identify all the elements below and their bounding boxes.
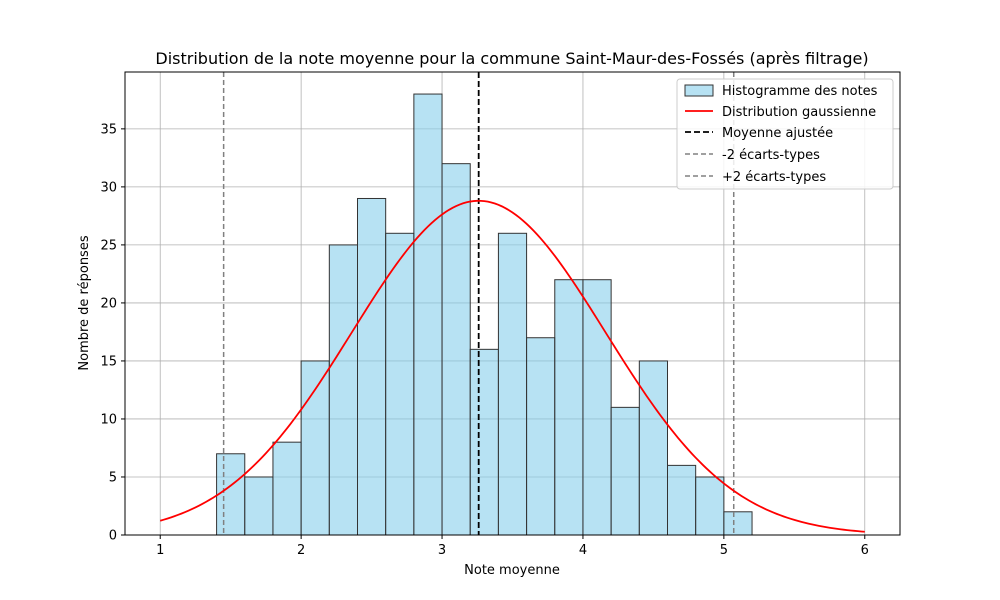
gaussian-curve (159, 199, 865, 533)
y-tick-label: 30 (100, 180, 117, 195)
legend-plus2sd-label: +2 écarts-types (722, 170, 826, 185)
y-tick-label: 15 (100, 354, 117, 369)
y-tick-label: 0 (109, 529, 117, 544)
axis-ticks: 1 2 3 4 5 6 0 5 10 15 20 25 30 35 (100, 122, 868, 558)
y-axis-label: Nombre de réponses (77, 235, 92, 370)
histogram-bar (300, 360, 330, 536)
x-tick-label: 5 (720, 543, 728, 558)
histogram-bar (638, 360, 668, 536)
legend-minus2sd-label: -2 écarts-types (722, 148, 820, 163)
histogram-bar (385, 232, 415, 536)
histogram-bar (441, 163, 471, 536)
y-tick-label: 20 (100, 296, 117, 311)
histogram-bar (723, 511, 753, 536)
legend-mean-label: Moyenne ajustée (722, 126, 833, 141)
histogram-bar (667, 464, 697, 536)
histogram-bar (357, 197, 387, 536)
histogram-bar (554, 279, 584, 536)
histogram-bar (413, 93, 443, 536)
x-tick-label: 1 (156, 543, 164, 558)
histogram-bar (497, 232, 528, 536)
x-axis-label: Note moyenne (464, 563, 560, 578)
y-tick-label: 10 (100, 412, 117, 427)
legend-box (676, 78, 894, 190)
histogram-bar (328, 244, 358, 536)
histogram-bar (695, 476, 725, 536)
x-tick-label: 4 (579, 543, 587, 558)
histogram-bar (216, 453, 246, 536)
reference-lines (222, 72, 735, 535)
y-tick-label: 35 (100, 122, 117, 137)
histogram-bar (526, 337, 556, 536)
x-tick-label: 3 (438, 543, 446, 558)
chart-title: Distribution de la note moyenne pour la … (155, 49, 868, 68)
histogram-bar (469, 348, 499, 536)
histogram-bar (610, 406, 640, 536)
y-tick-label: 5 (109, 470, 117, 485)
legend-gaussian-label: Distribution gaussienne (722, 105, 876, 120)
legend-histogram-label: Histogramme des notes (722, 84, 878, 99)
histogram-bar (244, 476, 274, 536)
gaussian-curve-layer (159, 199, 865, 533)
histogram-bar (272, 441, 302, 536)
plot-frame (124, 71, 901, 536)
histogram-bars (216, 93, 753, 536)
x-tick-label: 6 (861, 543, 869, 558)
legend: Histogramme des notes Distribution gauss… (676, 78, 894, 190)
y-tick-label: 25 (100, 238, 117, 253)
legend-histogram-swatch (684, 84, 714, 97)
x-tick-label: 2 (297, 543, 305, 558)
